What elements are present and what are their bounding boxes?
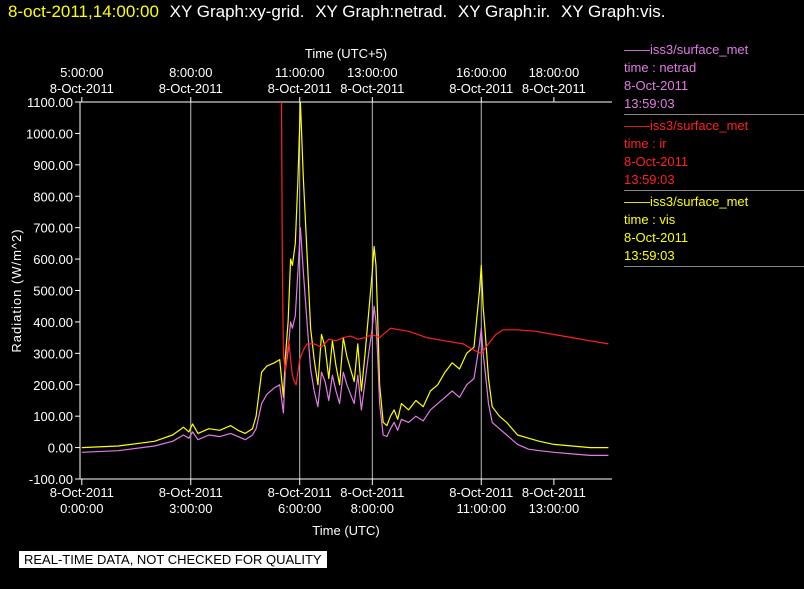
y-tick-label: 1000.00 bbox=[26, 126, 73, 141]
y-tick-label: 400.00 bbox=[33, 315, 73, 330]
y-tick-label: 700.00 bbox=[33, 221, 73, 236]
x2-tick-label-time: 11:00:00 bbox=[275, 65, 325, 80]
y-tick-label: 900.00 bbox=[33, 158, 73, 173]
header-title: 8-oct-2011,14:00:00 XY Graph:xy-grid. XY… bbox=[8, 2, 666, 22]
header-timestamp: 8-oct-2011,14:00:00 bbox=[8, 2, 159, 21]
legend-entry-netrad: ——iss3/surface_met time : netrad 8-Oct-2… bbox=[624, 41, 804, 115]
legend-time: 13:59:03 bbox=[624, 248, 675, 263]
x2-tick-label-date: 8-Oct-2011 bbox=[268, 81, 332, 96]
x-tick-label-time: 3:00:00 bbox=[169, 501, 212, 516]
x-tick-label-time: 0:00:00 bbox=[60, 501, 103, 516]
legend-var: time : ir bbox=[624, 136, 667, 151]
y-tick-label: -100.00 bbox=[29, 472, 73, 487]
x2-axis-label: Time (UTC+5) bbox=[305, 46, 387, 61]
y-tick-label: 500.00 bbox=[33, 284, 73, 299]
x2-tick-label-date: 8-Oct-2011 bbox=[50, 81, 114, 96]
legend-entry-vis: ——iss3/surface_met time : vis 8-Oct-2011… bbox=[624, 193, 804, 267]
legend-source: ——iss3/surface_met bbox=[624, 194, 749, 209]
x2-tick-label-time: 18:00:00 bbox=[529, 65, 580, 80]
graph-title-ir: XY Graph:ir. bbox=[457, 2, 551, 21]
x2-tick-label-date: 8-Oct-2011 bbox=[159, 81, 223, 96]
legend-var: time : vis bbox=[624, 212, 676, 227]
x-tick-label-time: 13:00:00 bbox=[529, 501, 580, 516]
y-tick-label: 300.00 bbox=[33, 346, 73, 361]
legend-date: 8-Oct-2011 bbox=[624, 230, 689, 245]
x-tick-label-time: 6:00:00 bbox=[278, 501, 321, 516]
legend-entry-ir: ——iss3/surface_met time : ir 8-Oct-2011 … bbox=[624, 117, 804, 191]
legend-time: 13:59:03 bbox=[624, 172, 675, 187]
legend-date: 8-Oct-2011 bbox=[624, 78, 689, 93]
x-tick-label-date: 8-Oct-2011 bbox=[159, 485, 223, 500]
x2-tick-label-time: 8:00:00 bbox=[169, 65, 212, 80]
quality-disclaimer: REAL-TIME DATA, NOT CHECKED FOR QUALITY bbox=[19, 551, 327, 568]
series-line bbox=[280, 101, 609, 386]
series-line bbox=[81, 101, 609, 449]
legend-time: 13:59:03 bbox=[624, 96, 675, 111]
y-tick-label: 800.00 bbox=[33, 189, 73, 204]
y-tick-label: 100.00 bbox=[33, 409, 73, 424]
x-tick-label-date: 8-Oct-2011 bbox=[522, 485, 586, 500]
y-tick-label: 600.00 bbox=[33, 252, 73, 267]
x-tick-label-date: 8-Oct-2011 bbox=[449, 485, 513, 500]
legend-date: 8-Oct-2011 bbox=[624, 154, 689, 169]
x2-tick-label-date: 8-Oct-2011 bbox=[340, 81, 404, 96]
x-tick-label-time: 11:00:00 bbox=[456, 501, 506, 516]
x2-tick-label-date: 8-Oct-2011 bbox=[449, 81, 513, 96]
graph-title-grid: XY Graph:xy-grid. bbox=[169, 2, 305, 21]
y-axis-label: Radiation (W/m^2) bbox=[9, 228, 24, 352]
series-line bbox=[81, 227, 609, 456]
x2-tick-label-time: 16:00:00 bbox=[456, 65, 507, 80]
legend-source: ——iss3/surface_met bbox=[624, 42, 749, 57]
x-tick-label-time: 8:00:00 bbox=[351, 501, 394, 516]
x-tick-label-date: 8-Oct-2011 bbox=[50, 485, 114, 500]
x-axis-label: Time (UTC) bbox=[312, 523, 379, 538]
legend-source: ——iss3/surface_met bbox=[624, 118, 749, 133]
x2-tick-label-time: 13:00:00 bbox=[347, 65, 398, 80]
graph-title-netrad: XY Graph:netrad. bbox=[315, 2, 448, 21]
legend: ——iss3/surface_met time : netrad 8-Oct-2… bbox=[624, 41, 804, 269]
y-tick-label: 1100.00 bbox=[27, 95, 73, 110]
x2-tick-label-date: 8-Oct-2011 bbox=[522, 81, 586, 96]
x-tick-label-date: 8-Oct-2011 bbox=[268, 485, 332, 500]
legend-var: time : netrad bbox=[624, 60, 697, 75]
graph-title-vis: XY Graph:vis. bbox=[560, 2, 666, 21]
y-tick-label: 200.00 bbox=[33, 378, 73, 393]
x2-tick-label-time: 5:00:00 bbox=[60, 65, 103, 80]
y-tick-label: 0.00 bbox=[48, 441, 73, 456]
x-tick-label-date: 8-Oct-2011 bbox=[340, 485, 404, 500]
